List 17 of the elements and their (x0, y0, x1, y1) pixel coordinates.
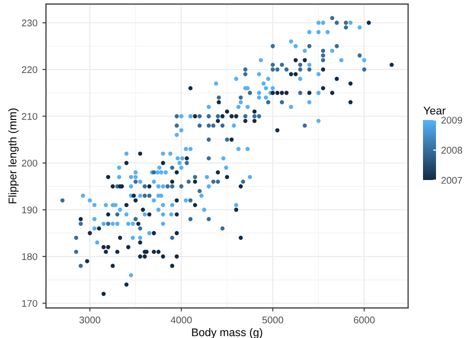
y-tick-label: 180 (22, 253, 38, 260)
x-tick-label: 3000 (79, 316, 100, 324)
color-bar-label: 2008 (441, 146, 462, 154)
color-bar-title: Year (424, 106, 446, 115)
y-axis-title: Flipper length (mm) (8, 108, 19, 204)
y-tick-label: 210 (22, 112, 38, 120)
x-tick-label: 5000 (262, 316, 284, 324)
y-tick-label: 170 (22, 300, 38, 307)
color-bar-label: 2007 (441, 176, 462, 184)
x-tick-label: 4000 (170, 316, 192, 324)
y-tick-label: 220 (22, 66, 38, 74)
y-tick-label: 200 (22, 160, 38, 167)
x-axis-title: Body mass (g) (192, 328, 262, 338)
y-tick-label: 190 (22, 206, 38, 214)
y-tick-label: 230 (22, 19, 38, 26)
color-bar-label: 2009 (441, 116, 462, 124)
x-tick-label: 6000 (354, 316, 375, 324)
